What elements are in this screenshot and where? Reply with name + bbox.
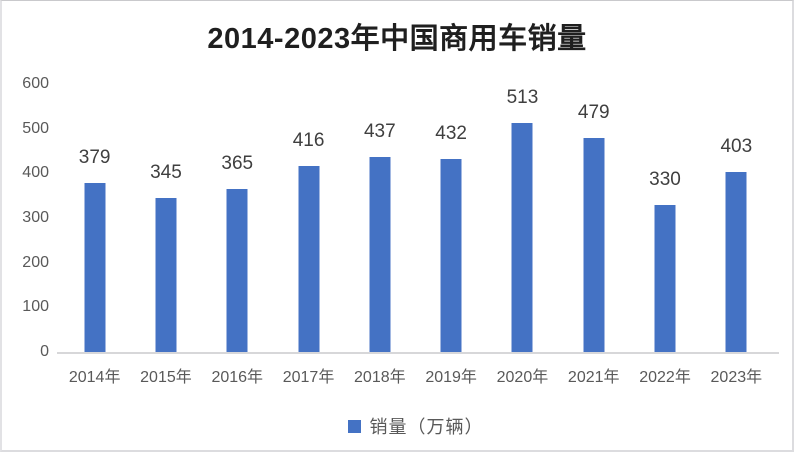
- bar-column: 479: [558, 84, 629, 352]
- bar-column: 365: [202, 84, 273, 352]
- bar-value-label: 479: [577, 102, 610, 124]
- bar-column: 437: [344, 84, 415, 352]
- x-axis: 2014年 2015年 2016年 2017年 2018年 2019年 2020年 2021年…: [59, 363, 772, 387]
- bar: [511, 122, 533, 352]
- x-axis-label: 2016年: [211, 369, 264, 386]
- bar-value-label: 437: [363, 120, 396, 142]
- legend-label: 销量（万辆）: [369, 417, 484, 437]
- bar-value-label: 432: [435, 123, 467, 145]
- bar-value-label: 345: [150, 161, 182, 183]
- x-axis-label: 2017年: [282, 369, 335, 386]
- chart-title: 2014-2023年中国商用车销量: [207, 23, 587, 55]
- bar-column: 345: [130, 84, 201, 352]
- bar-value-label: 416: [292, 130, 325, 152]
- bar-value-label: 513: [506, 86, 539, 108]
- bar: [725, 172, 747, 352]
- x-axis-label: 2019年: [425, 369, 477, 386]
- y-tick-label: 300: [22, 209, 49, 226]
- bar-value-label: 330: [649, 168, 681, 190]
- y-tick-label: 400: [22, 164, 49, 182]
- y-tick-label: 500: [22, 119, 49, 137]
- bar-column: 379: [59, 84, 130, 352]
- bar: [583, 138, 605, 352]
- x-axis-label: 2022年: [639, 369, 691, 386]
- y-tick-label: 0: [40, 343, 49, 360]
- bar-value-label: 379: [78, 146, 111, 168]
- bar: [298, 166, 320, 352]
- x-axis-label: 2021年: [567, 369, 620, 386]
- bar-value-label: 403: [720, 136, 753, 157]
- y-tick-label: 100: [22, 298, 49, 316]
- legend: 销量（万辆）: [59, 413, 772, 439]
- x-axis-line: [57, 352, 779, 354]
- y-tick-label: 600: [22, 75, 49, 92]
- y-tick-label: 200: [22, 253, 49, 271]
- bar-value-label: 365: [221, 152, 254, 174]
- bar: [155, 197, 177, 352]
- x-axis-label: 2023年: [710, 369, 763, 386]
- bar: [369, 156, 391, 352]
- bar-column: 416: [273, 84, 344, 352]
- bar: [654, 204, 676, 352]
- bar: [84, 182, 106, 352]
- bar-column: 513: [487, 84, 558, 352]
- plot-area: 379 345 365 416 437 432 513 479 330 403: [59, 84, 772, 352]
- x-axis-label: 2014年: [68, 369, 121, 386]
- bar-column: 432: [415, 84, 486, 352]
- bar-column: 403: [701, 84, 772, 352]
- y-axis: 600 500 400 300 200 100 0: [2, 75, 49, 360]
- bar-column: 330: [629, 84, 700, 352]
- x-axis-label: 2020年: [496, 369, 549, 386]
- bar: [226, 188, 248, 352]
- x-axis-label: 2015年: [140, 369, 192, 386]
- legend-swatch-icon: [347, 419, 361, 433]
- x-axis-label: 2018年: [354, 369, 406, 386]
- bar: [440, 159, 462, 352]
